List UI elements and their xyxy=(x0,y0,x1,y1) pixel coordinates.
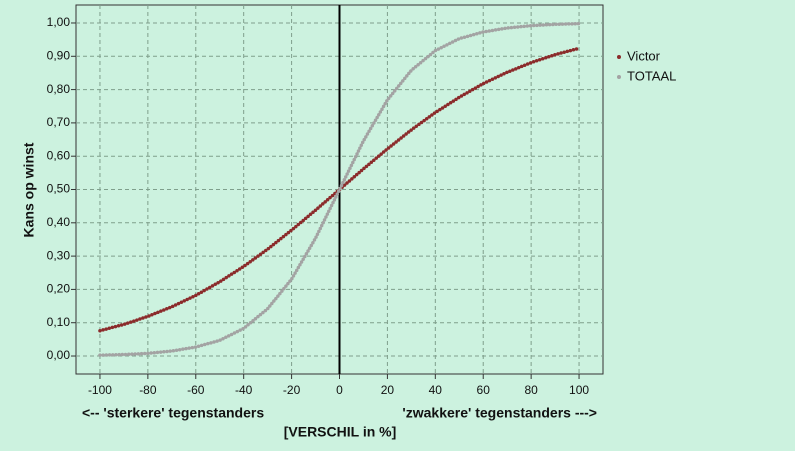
x-tick-label: -60 xyxy=(187,383,205,397)
y-tick-label: 0,60 xyxy=(47,148,71,162)
y-tick-label: 0,10 xyxy=(47,315,71,329)
x-tick-label: 20 xyxy=(381,383,395,397)
x-tick-label: -100 xyxy=(88,383,112,397)
legend-marker xyxy=(617,75,621,79)
x-tick-label: 0 xyxy=(336,383,343,397)
y-tick-label: 0,40 xyxy=(47,215,71,229)
x-tick-label: -20 xyxy=(283,383,301,397)
y-tick-label: 0,50 xyxy=(47,182,71,196)
series-line xyxy=(98,21,581,357)
legend-label: TOTAAL xyxy=(627,68,676,83)
x-tick-label: -80 xyxy=(139,383,157,397)
x-tick-label: 80 xyxy=(524,383,538,397)
x-tick-label: -40 xyxy=(235,383,253,397)
x-note-right: 'zwakkere' tegenstanders ---> xyxy=(402,405,597,421)
x-axis-label: [VERSCHIL in %] xyxy=(284,424,397,440)
y-axis-label: Kans op winst xyxy=(21,142,37,237)
legend-marker xyxy=(617,55,621,59)
x-note-left: <-- 'sterkere' tegenstanders xyxy=(82,405,264,421)
x-tick-label: 40 xyxy=(429,383,443,397)
y-tick-label: 0,20 xyxy=(47,282,71,296)
y-tick-label: 0,90 xyxy=(47,48,71,62)
y-tick-label: 0,30 xyxy=(47,248,71,262)
y-tick-label: 1,00 xyxy=(47,15,71,29)
y-tick-label: 0,70 xyxy=(47,115,71,129)
x-tick-label: 60 xyxy=(477,383,491,397)
y-tick-label: 0,80 xyxy=(47,82,71,96)
x-tick-label: 100 xyxy=(569,383,589,397)
legend-label: Victor xyxy=(627,48,661,63)
y-tick-label: 0,00 xyxy=(47,348,71,362)
